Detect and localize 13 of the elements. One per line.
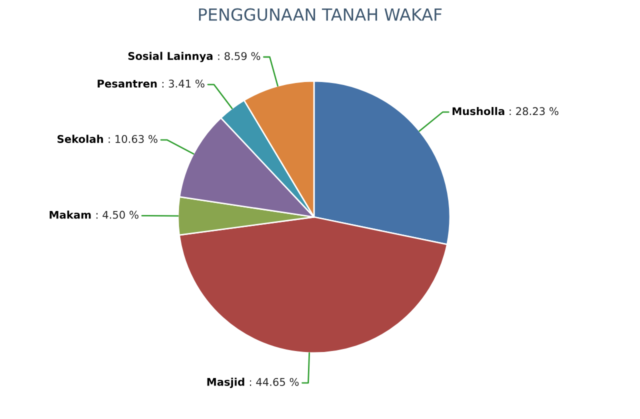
- data-label: : 8.59 %: [218, 52, 260, 60]
- slice-label: Sosial Lainnya: [128, 52, 212, 62]
- chart-title: PENGGUNAAN TANAH WAKAF: [199, 8, 442, 21]
- slice-label: Pesantren: [98, 80, 157, 88]
- data-label: : 44.65 %: [250, 378, 299, 386]
- slice-label: Makam: [50, 210, 91, 219]
- slice-label: Masjid: [207, 378, 244, 388]
- slice-label: Sekolah: [58, 134, 103, 143]
- data-label: : 3.41 %: [162, 80, 204, 88]
- data-label: : 10.63 %: [108, 134, 158, 143]
- data-label: : 4.50 %: [96, 210, 138, 219]
- data-label: : 28.23 %: [510, 107, 558, 116]
- slice-label: Musholla: [452, 106, 504, 116]
